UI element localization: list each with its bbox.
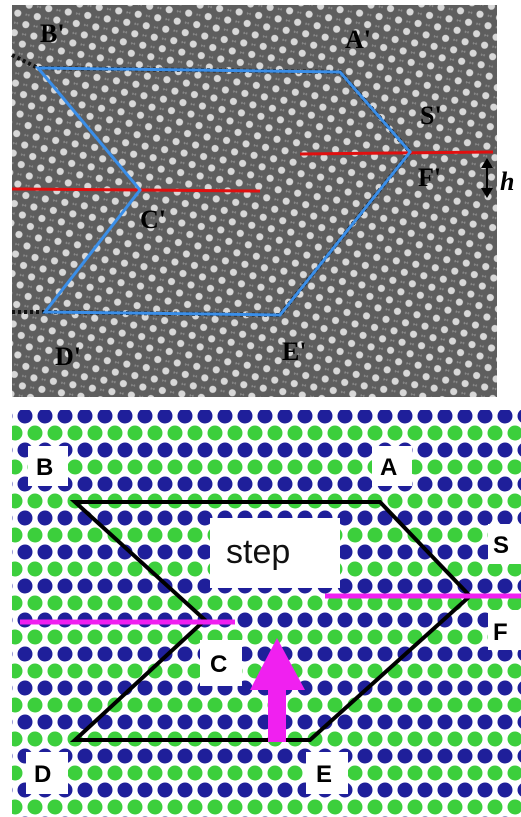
label: F'	[418, 163, 441, 192]
label: F	[493, 619, 508, 646]
label: A'	[345, 25, 371, 54]
model-panel: B A step S F C D E	[12, 410, 521, 817]
label: C	[210, 651, 227, 678]
label: C'	[140, 205, 166, 234]
red-line	[12, 189, 260, 191]
tem-image	[12, 5, 497, 397]
red-line	[300, 152, 493, 154]
label: E	[316, 761, 332, 788]
label: B	[36, 454, 53, 481]
label: D	[34, 761, 51, 788]
step-label: step	[226, 533, 290, 571]
label: S	[493, 532, 509, 559]
label: B'	[40, 19, 65, 48]
atom-lattice	[12, 410, 521, 817]
figure: h B' A' S' F' C' D' E' B A step S F C D …	[0, 0, 521, 817]
label: E'	[282, 337, 307, 366]
tem-panel: h B' A' S' F' C' D' E'	[12, 5, 521, 397]
label: A	[380, 454, 397, 481]
label: S'	[420, 101, 442, 130]
label: D'	[55, 342, 81, 371]
height-label: h	[500, 167, 514, 196]
arrow-shaft	[268, 684, 286, 742]
